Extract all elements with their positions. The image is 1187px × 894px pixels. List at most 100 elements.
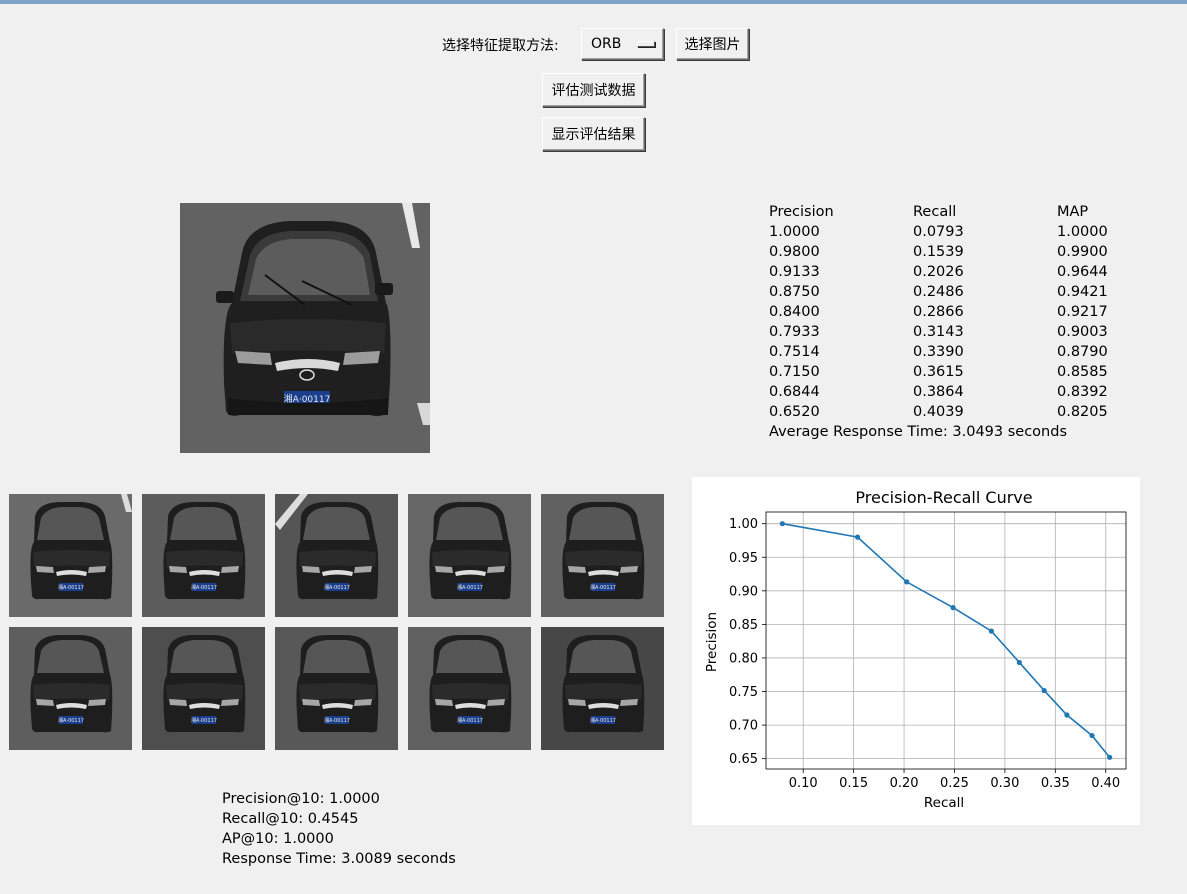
cell-map: 0.9217: [1057, 304, 1108, 320]
result-car-image: 湘A·00117: [9, 627, 132, 750]
chart-y-tick-label: 0.75: [729, 685, 758, 700]
method-dropdown[interactable]: ORB: [581, 28, 664, 60]
result-car-image: 湘A·00117: [142, 494, 265, 617]
result-plate-text: 湘A·00117: [590, 584, 616, 591]
result-plate-text: 湘A·00117: [324, 717, 350, 724]
chart-x-tick-label: 0.25: [940, 776, 969, 791]
pr-curve-point: [1089, 732, 1095, 739]
precision-at-10: Precision@10: 1.0000: [222, 791, 380, 807]
chart-x-tick-label: 0.15: [839, 776, 868, 791]
results-table-row: 0.9800 0.1539 0.9900: [769, 242, 1137, 262]
cell-precision: 0.9133: [769, 264, 820, 280]
cell-recall: 0.4039: [913, 404, 964, 420]
car-photo-icon: 湘A·00117: [408, 494, 531, 617]
pr-curve-point: [779, 521, 785, 527]
results-table-row: 0.7514 0.3390 0.8790: [769, 342, 1137, 362]
car-photo-icon: 湘A·00117: [180, 203, 430, 453]
chart-x-tick-label: 0.20: [890, 776, 919, 791]
chart-title: Precision-Recall Curve: [855, 488, 1032, 507]
pr-curve-point: [1064, 712, 1070, 718]
car-photo-icon: 湘A·00117: [142, 627, 265, 750]
cell-map: 0.9644: [1057, 264, 1108, 280]
result-car-image: 湘A·00117: [408, 627, 531, 750]
pr-curve-line: [782, 522, 1111, 758]
cell-map: 0.8585: [1057, 364, 1108, 380]
cell-precision: 1.0000: [769, 224, 820, 240]
results-table-row: 0.7933 0.3143 0.9003: [769, 322, 1137, 342]
pr-curve-point: [1107, 754, 1113, 760]
cell-map: 0.9900: [1057, 244, 1108, 260]
chart-y-tick-label: 0.70: [729, 719, 758, 734]
recall-at-10: Recall@10: 0.4545: [222, 811, 359, 827]
car-photo-icon: 湘A·00117: [142, 494, 265, 617]
result-car-image: 湘A·00117: [9, 494, 132, 617]
ap-at-10: AP@10: 1.0000: [222, 831, 334, 847]
result-plate-text: 湘A·00117: [457, 717, 483, 724]
cell-recall: 0.0793: [913, 224, 964, 240]
car-photo-icon: 湘A·00117: [541, 494, 664, 617]
method-dropdown-value: ORB: [591, 36, 622, 52]
chart-y-tick-label: 0.80: [729, 651, 758, 666]
result-plate-text: 湘A·00117: [191, 717, 217, 724]
result-plate-text: 湘A·00117: [324, 584, 350, 591]
chart-y-tick-label: 0.95: [729, 551, 758, 566]
pr-curve-point: [950, 605, 956, 611]
cell-precision: 0.7150: [769, 364, 820, 380]
result-car-image: 湘A·00117: [142, 627, 265, 750]
pr-curve-point: [904, 579, 910, 585]
header-precision: Precision: [769, 204, 834, 220]
cell-map: 1.0000: [1057, 224, 1108, 240]
cell-precision: 0.9800: [769, 244, 820, 260]
precision-recall-svg: Precision-Recall Curve Recall Precision …: [704, 488, 1127, 811]
car-photo-icon: 湘A·00117: [275, 494, 398, 617]
precision-recall-chart: Precision-Recall Curve Recall Precision …: [692, 477, 1140, 825]
cell-precision: 0.8750: [769, 284, 820, 300]
window-top-bar: [0, 0, 1187, 4]
results-table-row: 0.7150 0.3615 0.8585: [769, 362, 1137, 382]
chart-x-tick-label: 0.40: [1091, 776, 1120, 791]
show-results-button[interactable]: 显示评估结果: [542, 117, 645, 151]
results-table-row: 0.8400 0.2866 0.9217: [769, 302, 1137, 322]
chart-x-axis-label: Recall: [924, 795, 964, 811]
chart-axes-frame: [765, 511, 1127, 770]
car-photo-icon: 湘A·00117: [275, 627, 398, 750]
dropdown-indicator-icon: [637, 41, 655, 47]
result-car-image: 湘A·00117: [275, 494, 398, 617]
pr-curve-point: [854, 534, 861, 540]
chart-y-tick-label: 1.00: [729, 517, 758, 532]
result-plate-text: 湘A·00117: [457, 584, 483, 591]
results-table-row: 1.0000 0.0793 1.0000: [769, 222, 1137, 242]
pr-curve-point: [988, 628, 994, 634]
results-table-row: 0.8750 0.2486 0.9421: [769, 282, 1137, 302]
header-recall: Recall: [913, 204, 957, 220]
average-response-time: Average Response Time: 3.0493 seconds: [769, 424, 1067, 440]
query-plate-text: 湘A·00117: [284, 393, 331, 405]
cell-map: 0.9003: [1057, 324, 1108, 340]
car-photo-icon: 湘A·00117: [9, 627, 132, 750]
evaluate-test-data-button[interactable]: 评估测试数据: [542, 73, 645, 107]
cell-map: 0.8392: [1057, 384, 1108, 400]
select-image-button[interactable]: 选择图片: [676, 28, 749, 60]
chart-y-tick-label: 0.90: [729, 584, 758, 599]
query-car-image: 湘A·00117: [180, 203, 430, 453]
chart-y-tick-label: 0.65: [729, 752, 758, 767]
cell-precision: 0.8400: [769, 304, 820, 320]
header-map: MAP: [1057, 204, 1089, 220]
results-table: Precision Recall MAP 1.0000 0.0793 1.0000 0…: [769, 202, 1137, 442]
results-table-row: 0.6844 0.3864 0.8392: [769, 382, 1137, 402]
pr-curve-point: [1016, 659, 1022, 666]
results-table-row: 0.6520 0.4039 0.8205: [769, 402, 1137, 422]
cell-precision: 0.6844: [769, 384, 820, 400]
cell-map: 0.8205: [1057, 404, 1108, 420]
car-photo-icon: 湘A·00117: [541, 627, 664, 750]
cell-precision: 0.7933: [769, 324, 820, 340]
cell-recall: 0.2866: [913, 304, 964, 320]
chart-y-axis-label: Precision: [704, 612, 720, 672]
cell-recall: 0.1539: [913, 244, 964, 260]
query-stats: Precision@10: 1.0000 Recall@10: 0.4545 A…: [222, 789, 456, 869]
cell-recall: 0.3615: [913, 364, 964, 380]
chart-x-tick-label: 0.10: [789, 776, 818, 791]
method-label: 选择特征提取方法:: [442, 38, 559, 54]
cell-recall: 0.3864: [913, 384, 964, 400]
cell-recall: 0.2486: [913, 284, 964, 300]
